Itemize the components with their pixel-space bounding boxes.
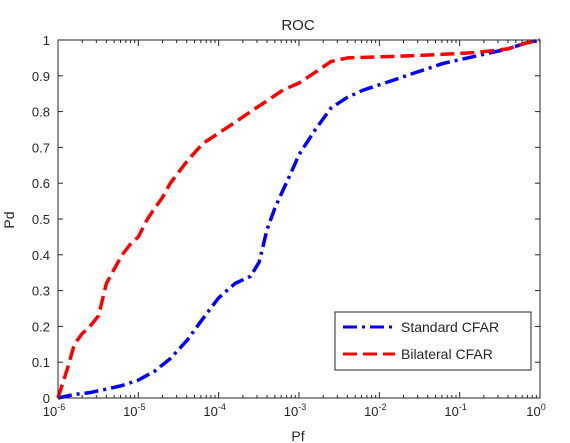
y-tick-label: 0.1 bbox=[32, 355, 50, 370]
x-tick-label: 10-2 bbox=[364, 402, 386, 419]
y-axis-label: Pd bbox=[1, 211, 17, 228]
ticks-layer: 0 0.1 0.2 0.3 0.4 0.5 0.6 0.7 0.8 0.9 1 10-6 10-5 10-… bbox=[32, 33, 546, 419]
y-tick-label: 0.6 bbox=[32, 176, 50, 191]
x-tick-label: 100 bbox=[526, 402, 545, 419]
x-axis-label: Pf bbox=[291, 428, 304, 443]
y-tick-label: 0 bbox=[43, 391, 50, 406]
legend: Standard CFAR Bilateral CFAR bbox=[334, 311, 532, 371]
y-tick-label: 0.9 bbox=[32, 69, 50, 84]
x-tick-label: 10-3 bbox=[284, 402, 306, 419]
x-tick-label: 10-6 bbox=[43, 402, 65, 419]
series-line-bilateral-cfar bbox=[56, 38, 541, 399]
y-tick-label: 0.8 bbox=[32, 105, 50, 120]
y-tick-label: 1 bbox=[43, 33, 50, 48]
y-tick-label: 0.2 bbox=[32, 319, 50, 334]
legend-label-bilateral-cfar: Bilateral CFAR bbox=[401, 346, 493, 362]
series-layer bbox=[56, 38, 541, 400]
y-tick-label: 0.3 bbox=[32, 284, 50, 299]
legend-label-standard-cfar: Standard CFAR bbox=[401, 319, 499, 335]
x-tick-label: 10-1 bbox=[444, 402, 466, 419]
y-tick-label: 0.7 bbox=[32, 140, 50, 155]
y-tick-label: 0.5 bbox=[32, 212, 50, 227]
x-tick-label: 10-5 bbox=[123, 402, 145, 419]
series-line-standard-cfar bbox=[57, 38, 541, 400]
legend-box bbox=[334, 311, 532, 371]
y-tick-label: 0.4 bbox=[32, 248, 50, 263]
chart-title: ROC bbox=[281, 17, 315, 34]
x-tick-label: 10-4 bbox=[203, 402, 225, 419]
